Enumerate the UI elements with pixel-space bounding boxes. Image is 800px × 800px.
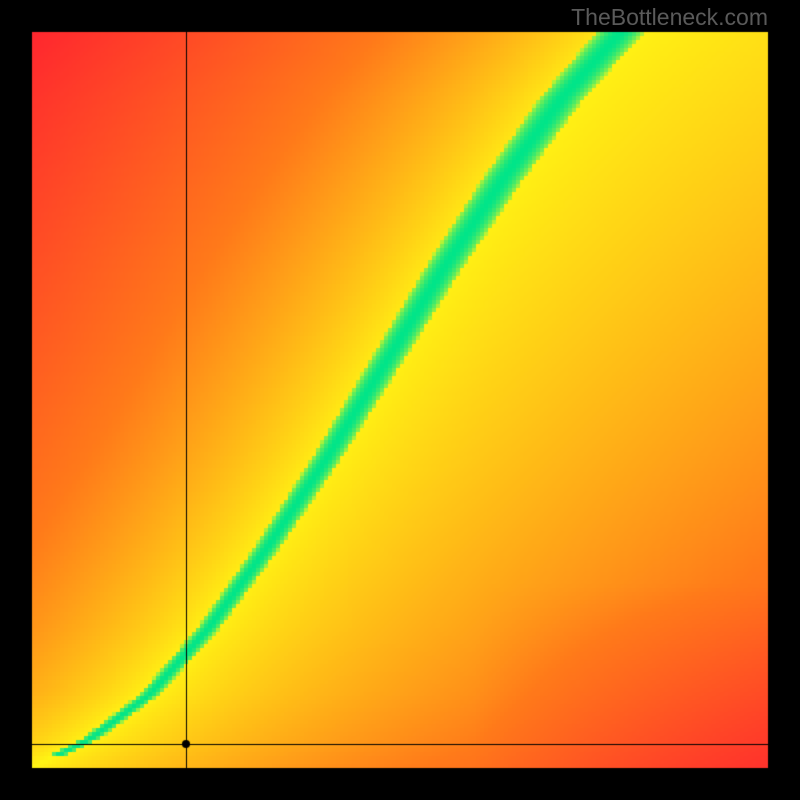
watermark-text: TheBottleneck.com xyxy=(571,4,768,31)
chart-container: { "canvas": { "width": 800, "height": 80… xyxy=(0,0,800,800)
heatmap-canvas xyxy=(0,0,800,800)
